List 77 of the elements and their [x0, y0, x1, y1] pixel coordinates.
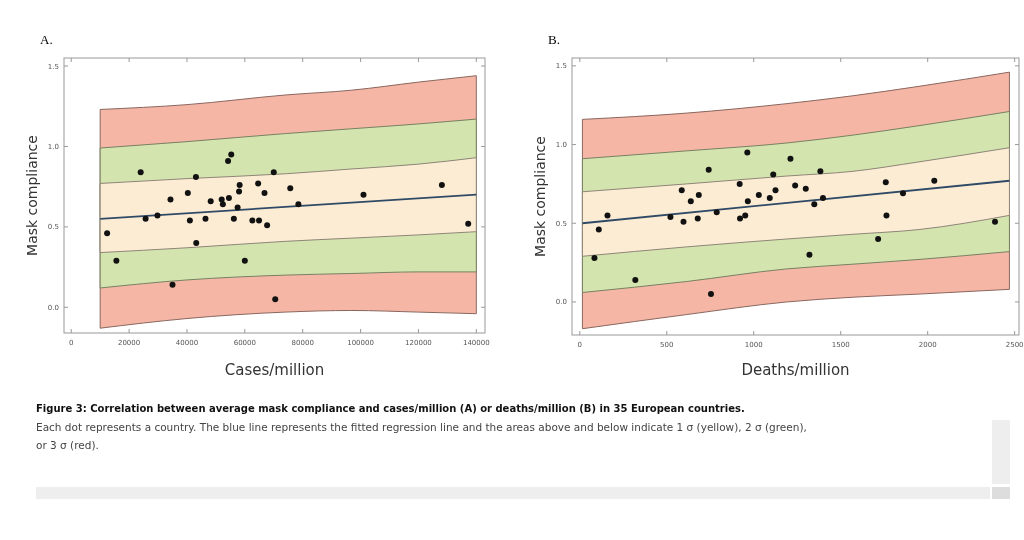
point: [272, 296, 279, 303]
point: [192, 174, 199, 181]
point: [806, 251, 813, 258]
point: [811, 201, 818, 208]
point: [875, 235, 882, 242]
point: [705, 166, 712, 173]
point: [595, 226, 602, 233]
point: [234, 204, 241, 211]
point: [167, 196, 174, 203]
x-axis-title: Cases/million: [224, 361, 325, 379]
point: [667, 213, 674, 220]
point: [184, 190, 191, 197]
point: [113, 257, 120, 264]
point: [632, 276, 639, 283]
point: [736, 180, 743, 187]
point: [819, 195, 826, 202]
point: [219, 201, 226, 208]
chart-title: B.: [548, 32, 560, 47]
point: [360, 191, 367, 198]
point: [744, 149, 751, 156]
point: [169, 281, 176, 288]
point: [713, 209, 720, 216]
point: [899, 190, 906, 197]
point: [207, 198, 214, 205]
point: [202, 215, 209, 222]
point: [236, 182, 243, 189]
point: [695, 191, 702, 198]
point: [591, 254, 598, 261]
point: [792, 182, 799, 189]
point: [680, 218, 687, 225]
point: [707, 291, 714, 298]
point: [295, 201, 302, 208]
point: [802, 185, 809, 192]
y-axis-title: Mask compliance: [532, 136, 548, 257]
point: [787, 155, 794, 162]
point: [287, 185, 294, 192]
point: [694, 215, 701, 222]
point: [678, 187, 685, 194]
point: [236, 188, 243, 195]
caption: Figure 3: Correlation between average mask compliance and cases/million (A) or deaths/million (B) in 35 European countries.: [36, 403, 745, 414]
point: [261, 190, 268, 197]
point: [465, 220, 472, 227]
point: [137, 169, 144, 176]
point: [770, 171, 777, 178]
x-axis-title: Deaths/million: [741, 361, 850, 379]
point: [742, 212, 749, 219]
point: [766, 195, 773, 202]
point: [687, 198, 694, 205]
point: [264, 222, 271, 229]
point: [992, 218, 998, 225]
point: [772, 187, 779, 194]
point: [755, 191, 762, 198]
point: [438, 182, 445, 189]
point: [225, 157, 232, 164]
point: [249, 217, 256, 224]
point: [270, 169, 277, 176]
point: [241, 257, 248, 264]
point: [228, 151, 235, 158]
point: [882, 179, 889, 186]
point: [154, 212, 161, 219]
point: [737, 215, 744, 222]
text: Each dot represents a country. The blue line represents the fitted regression line and the areas above and below indicate 1 σ (yellow), 2 σ (green), or 3 σ (red).: [36, 421, 807, 451]
point: [744, 198, 751, 205]
point: [883, 212, 890, 219]
point: [817, 168, 824, 175]
point: [255, 180, 262, 187]
point: [256, 217, 263, 224]
y-axis-title: Mask compliance: [24, 135, 40, 256]
point: [186, 217, 193, 224]
point: [604, 212, 611, 219]
point: [193, 239, 200, 246]
point: [104, 230, 111, 237]
point: [142, 215, 149, 222]
point: [225, 194, 232, 201]
point: [931, 177, 938, 184]
chart-title: A.: [40, 32, 53, 47]
point: [230, 215, 237, 222]
